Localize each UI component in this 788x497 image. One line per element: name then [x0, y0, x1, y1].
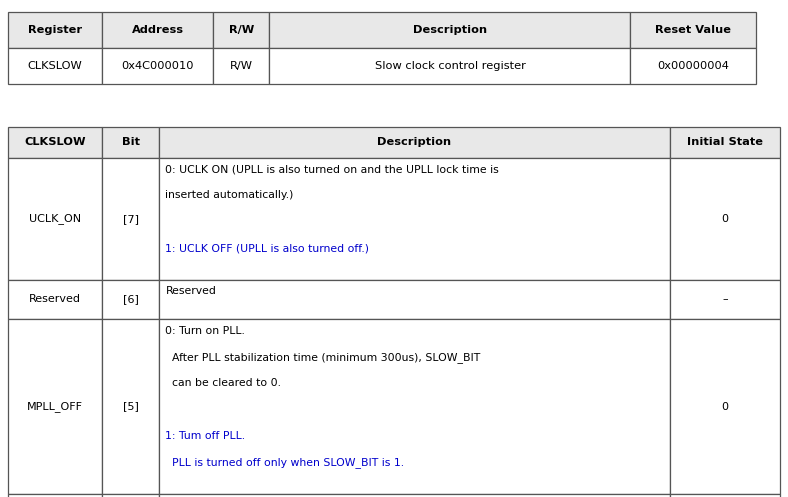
- Text: CLKSLOW: CLKSLOW: [28, 61, 83, 71]
- Text: 0: Turn on PLL.: 0: Turn on PLL.: [165, 326, 245, 335]
- FancyBboxPatch shape: [630, 48, 756, 84]
- Text: PLL is turned off only when SLOW_BIT is 1.: PLL is turned off only when SLOW_BIT is …: [165, 457, 404, 468]
- Text: 1: UCLK OFF (UPLL is also turned off.): 1: UCLK OFF (UPLL is also turned off.): [165, 243, 370, 253]
- Text: Initial State: Initial State: [687, 137, 763, 147]
- Text: [5]: [5]: [123, 402, 139, 412]
- FancyBboxPatch shape: [8, 494, 102, 497]
- FancyBboxPatch shape: [102, 319, 159, 494]
- FancyBboxPatch shape: [269, 48, 630, 84]
- Text: After PLL stabilization time (minimum 300us), SLOW_BIT: After PLL stabilization time (minimum 30…: [165, 352, 481, 363]
- FancyBboxPatch shape: [102, 280, 159, 319]
- FancyBboxPatch shape: [269, 12, 630, 48]
- Text: MPLL_OFF: MPLL_OFF: [27, 401, 84, 412]
- FancyBboxPatch shape: [670, 280, 780, 319]
- Text: Description: Description: [413, 25, 487, 35]
- Text: 1: Tum off PLL.: 1: Tum off PLL.: [165, 431, 246, 441]
- Text: 0: UCLK ON (UPLL is also turned on and the UPLL lock time is: 0: UCLK ON (UPLL is also turned on and t…: [165, 164, 500, 174]
- FancyBboxPatch shape: [159, 127, 670, 158]
- Text: UCLK_ON: UCLK_ON: [29, 213, 81, 224]
- Text: can be cleared to 0.: can be cleared to 0.: [165, 378, 281, 388]
- FancyBboxPatch shape: [213, 12, 269, 48]
- Text: Register: Register: [28, 25, 82, 35]
- FancyBboxPatch shape: [213, 48, 269, 84]
- Text: 0: 0: [722, 402, 728, 412]
- FancyBboxPatch shape: [159, 280, 670, 319]
- Text: Reserved: Reserved: [29, 294, 81, 305]
- Text: Reserved: Reserved: [165, 286, 217, 296]
- FancyBboxPatch shape: [8, 12, 102, 48]
- Text: R/W: R/W: [229, 61, 253, 71]
- Text: CLKSLOW: CLKSLOW: [24, 137, 86, 147]
- Text: 0x00000004: 0x00000004: [657, 61, 730, 71]
- FancyBboxPatch shape: [670, 127, 780, 158]
- FancyBboxPatch shape: [8, 48, 102, 84]
- FancyBboxPatch shape: [8, 319, 102, 494]
- FancyBboxPatch shape: [670, 158, 780, 280]
- FancyBboxPatch shape: [159, 494, 670, 497]
- FancyBboxPatch shape: [8, 127, 102, 158]
- FancyBboxPatch shape: [159, 158, 670, 280]
- Text: Description: Description: [377, 137, 452, 147]
- Text: Address: Address: [132, 25, 184, 35]
- FancyBboxPatch shape: [102, 494, 159, 497]
- FancyBboxPatch shape: [670, 319, 780, 494]
- Text: Reset Value: Reset Value: [656, 25, 731, 35]
- FancyBboxPatch shape: [102, 127, 159, 158]
- FancyBboxPatch shape: [159, 319, 670, 494]
- Text: 0x4C000010: 0x4C000010: [121, 61, 194, 71]
- FancyBboxPatch shape: [8, 158, 102, 280]
- FancyBboxPatch shape: [102, 158, 159, 280]
- FancyBboxPatch shape: [630, 12, 756, 48]
- Text: [6]: [6]: [123, 294, 139, 305]
- Text: Bit: Bit: [122, 137, 139, 147]
- Text: [7]: [7]: [123, 214, 139, 224]
- FancyBboxPatch shape: [102, 12, 213, 48]
- Text: Slow clock control register: Slow clock control register: [374, 61, 526, 71]
- FancyBboxPatch shape: [670, 494, 780, 497]
- Text: 0: 0: [722, 214, 728, 224]
- Text: –: –: [722, 294, 728, 305]
- Text: inserted automatically.): inserted automatically.): [165, 190, 294, 200]
- FancyBboxPatch shape: [102, 48, 213, 84]
- Text: R/W: R/W: [229, 25, 254, 35]
- FancyBboxPatch shape: [8, 280, 102, 319]
